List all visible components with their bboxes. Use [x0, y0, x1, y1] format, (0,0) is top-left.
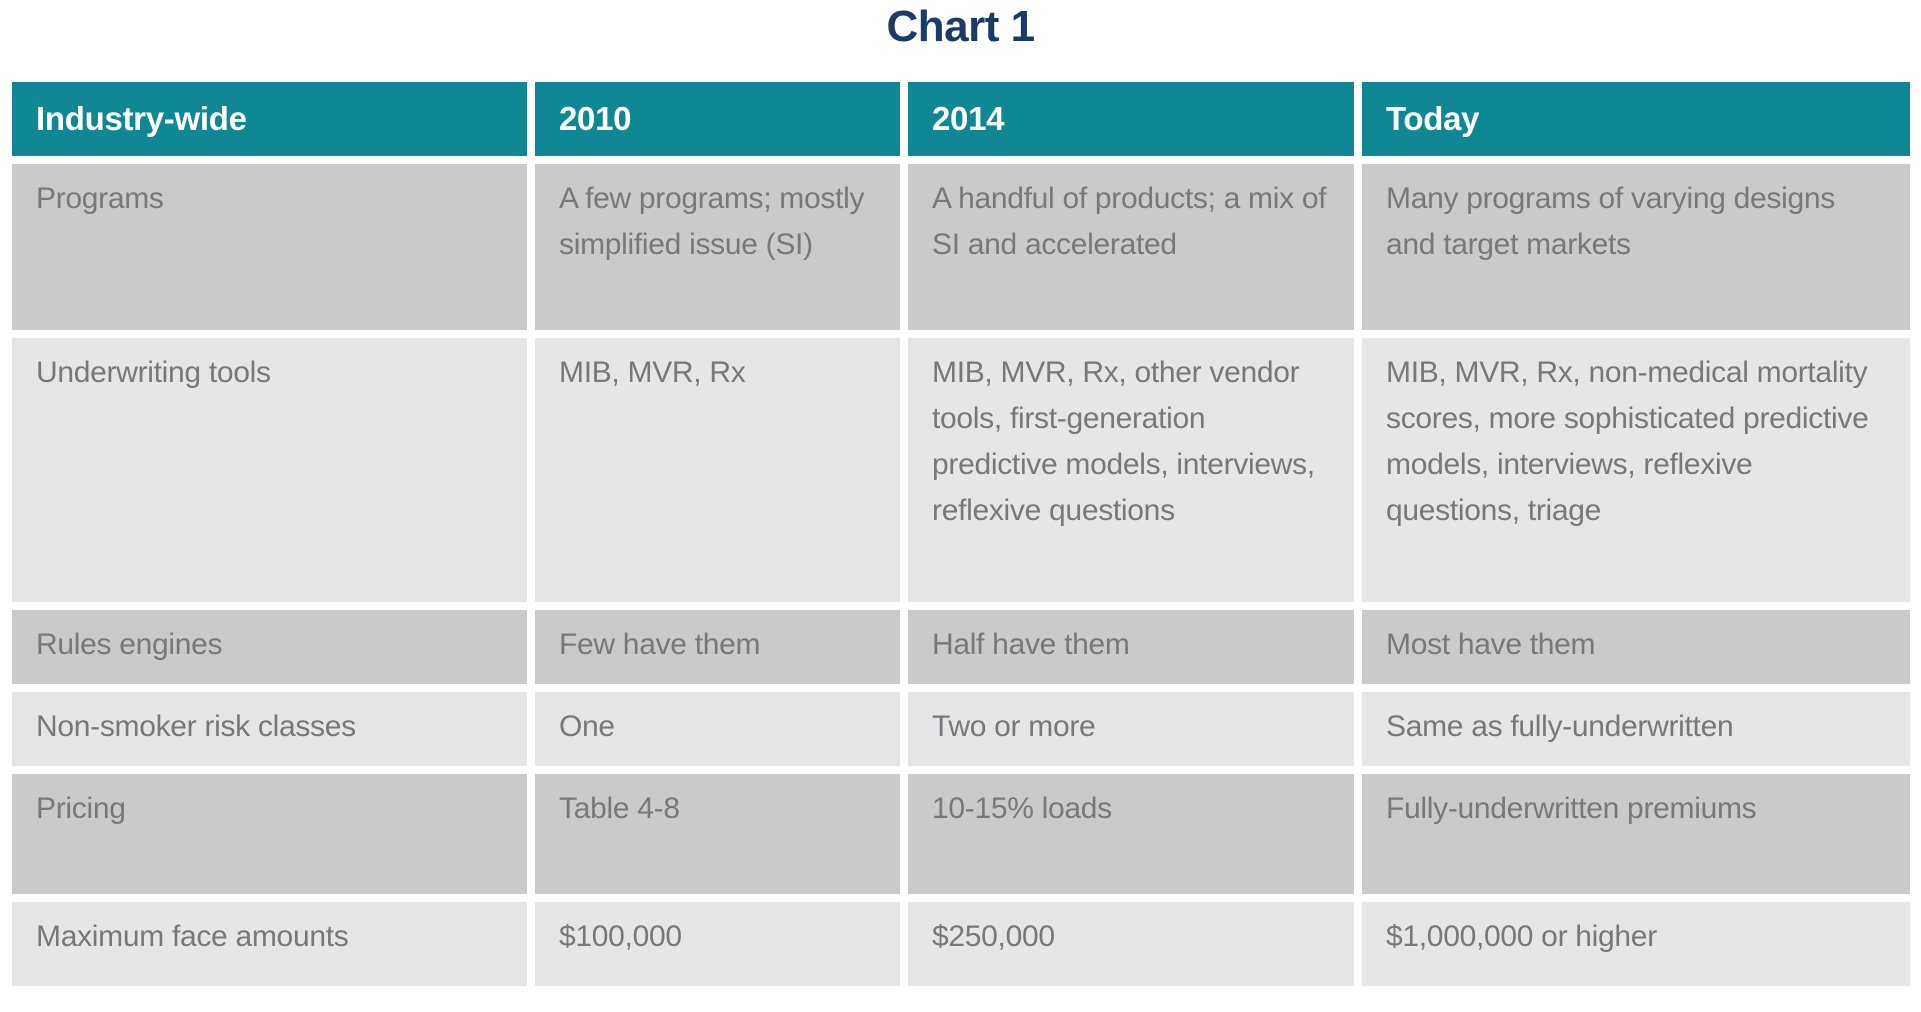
table-cell: Few have them [535, 610, 900, 684]
header-cell-2010: 2010 [535, 82, 900, 156]
table-cell: $250,000 [908, 902, 1354, 986]
row-label-cell: Rules engines [12, 610, 527, 684]
industry-comparison-table: Industry-wide 2010 2014 Today Programs A… [4, 74, 1918, 994]
table-row-non-smoker-risk-classes: Non-smoker risk classes One Two or more … [12, 692, 1910, 766]
row-label-cell: Maximum face amounts [12, 902, 527, 986]
table-cell: 10-15% loads [908, 774, 1354, 894]
table-cell: $100,000 [535, 902, 900, 986]
header-cell-today: Today [1362, 82, 1910, 156]
table-cell: A few programs; mostly simplified issue … [535, 164, 900, 330]
chart-title: Chart 1 [886, 2, 1035, 51]
row-label-cell: Pricing [12, 774, 527, 894]
table-row-pricing: Pricing Table 4-8 10-15% loads Fully-und… [12, 774, 1910, 894]
row-label-cell: Non-smoker risk classes [12, 692, 527, 766]
row-label-cell: Underwriting tools [12, 338, 527, 602]
table-cell: Many programs of varying designs and tar… [1362, 164, 1910, 330]
table-cell: Same as fully-underwritten [1362, 692, 1910, 766]
table-cell: MIB, MVR, Rx, non-medical mortality scor… [1362, 338, 1910, 602]
table-row-programs: Programs A few programs; mostly simplifi… [12, 164, 1910, 330]
table-row-maximum-face-amounts: Maximum face amounts $100,000 $250,000 $… [12, 902, 1910, 986]
table-cell: Two or more [908, 692, 1354, 766]
table-cell: A handful of products; a mix of SI and a… [908, 164, 1354, 330]
header-cell-2014: 2014 [908, 82, 1354, 156]
row-label-cell: Programs [12, 164, 527, 330]
table-cell: MIB, MVR, Rx [535, 338, 900, 602]
table-cell: Table 4-8 [535, 774, 900, 894]
table-row-rules-engines: Rules engines Few have them Half have th… [12, 610, 1910, 684]
header-cell-industry-wide: Industry-wide [12, 82, 527, 156]
table-header-row: Industry-wide 2010 2014 Today [12, 82, 1910, 156]
table-cell: Half have them [908, 610, 1354, 684]
table-row-underwriting-tools: Underwriting tools MIB, MVR, Rx MIB, MVR… [12, 338, 1910, 602]
table-cell: Fully-underwritten premiums [1362, 774, 1910, 894]
table-cell: One [535, 692, 900, 766]
table-cell: $1,000,000 or higher [1362, 902, 1910, 986]
table-cell: Most have them [1362, 610, 1910, 684]
table-cell: MIB, MVR, Rx, other vendor tools, first-… [908, 338, 1354, 602]
